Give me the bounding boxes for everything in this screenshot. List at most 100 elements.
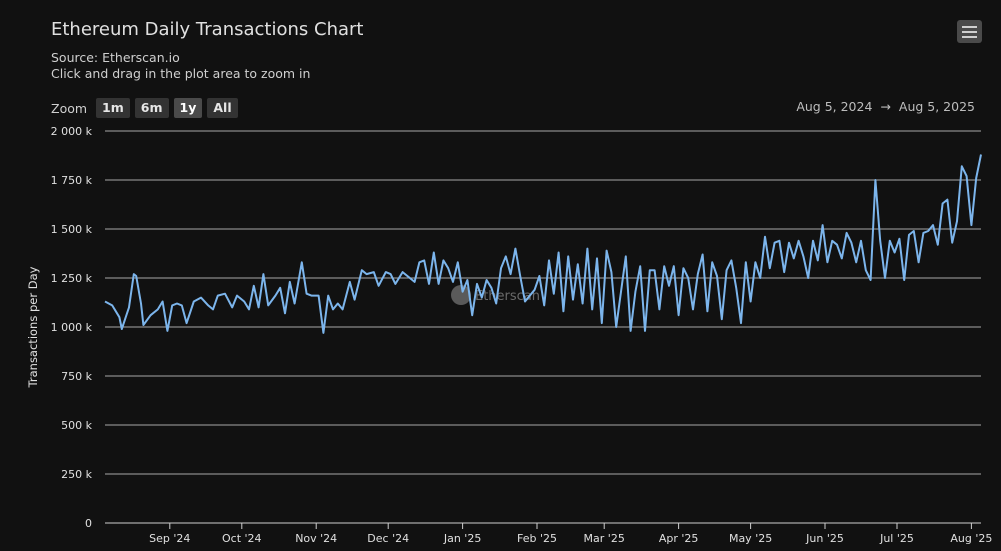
- x-tick-label: Feb '25: [517, 532, 557, 545]
- data-point: [711, 261, 713, 263]
- data-point: [879, 240, 881, 242]
- data-point: [697, 273, 699, 275]
- x-tick-label: Mar '25: [584, 532, 625, 545]
- data-point: [327, 295, 329, 297]
- data-point: [596, 257, 598, 259]
- data-point: [118, 316, 120, 318]
- data-point: [354, 299, 356, 301]
- y-tick-label: 1 250 k: [51, 272, 93, 285]
- data-point: [373, 271, 375, 273]
- data-point: [966, 175, 968, 177]
- data-point: [577, 263, 579, 265]
- data-point: [567, 255, 569, 257]
- data-point: [812, 240, 814, 242]
- x-tick-label: Jan '25: [443, 532, 481, 545]
- data-point: [807, 277, 809, 279]
- hamburger-menu-icon[interactable]: [957, 20, 982, 43]
- menu-bar: [962, 36, 977, 38]
- data-point: [529, 295, 531, 297]
- data-point: [318, 295, 320, 297]
- range-to[interactable]: Aug 5, 2025: [898, 99, 975, 114]
- data-point: [798, 240, 800, 242]
- transactions-series-line[interactable]: [104, 154, 982, 334]
- data-point: [764, 236, 766, 238]
- data-point: [908, 234, 910, 236]
- data-point: [142, 324, 144, 326]
- zoom-6m-button[interactable]: 6m: [134, 98, 169, 118]
- range-from[interactable]: Aug 5, 2024: [796, 99, 873, 114]
- data-point: [951, 242, 953, 244]
- data-point: [668, 285, 670, 287]
- data-point: [894, 252, 896, 254]
- data-point: [716, 275, 718, 277]
- data-point: [519, 275, 521, 277]
- data-point: [678, 314, 680, 316]
- data-point: [111, 304, 113, 306]
- data-point: [865, 269, 867, 271]
- data-point: [406, 275, 408, 277]
- data-point: [946, 199, 948, 201]
- y-tick-label: 0: [85, 517, 92, 530]
- data-point: [224, 293, 226, 295]
- data-point: [514, 248, 516, 250]
- data-point: [586, 248, 588, 250]
- data-point: [802, 255, 804, 257]
- y-axis-label: Transactions per Day: [26, 266, 40, 388]
- data-point: [956, 220, 958, 222]
- data-point: [884, 277, 886, 279]
- data-point: [289, 281, 291, 283]
- data-point: [500, 267, 502, 269]
- data-point: [248, 308, 250, 310]
- data-point: [200, 297, 202, 299]
- chart-title: Ethereum Daily Transactions Chart: [51, 19, 364, 40]
- data-point: [538, 275, 540, 277]
- data-point: [745, 261, 747, 263]
- x-tick-label: Dec '24: [367, 532, 409, 545]
- data-point: [543, 304, 545, 306]
- data-point: [181, 304, 183, 306]
- data-point: [394, 283, 396, 285]
- data-point: [663, 265, 665, 267]
- data-point: [337, 302, 339, 304]
- zoom-1m-button[interactable]: 1m: [96, 98, 130, 118]
- data-point: [788, 242, 790, 244]
- zoom-all-button[interactable]: All: [207, 98, 238, 118]
- data-point: [212, 308, 214, 310]
- data-point: [654, 269, 656, 271]
- data-point: [150, 314, 152, 316]
- data-point: [140, 302, 142, 304]
- data-point: [253, 285, 255, 287]
- data-point: [927, 230, 929, 232]
- y-axis-tick-labels: 0 250 k 500 k 750 k 1 000 k 1 250 k 1 500 k 1 7…: [51, 125, 93, 530]
- data-point: [874, 179, 876, 181]
- y-tick-label: 1 500 k: [51, 223, 93, 236]
- data-point: [726, 269, 728, 271]
- data-point: [692, 308, 694, 310]
- data-point: [342, 308, 344, 310]
- data-point: [322, 332, 324, 334]
- y-tick-label: 750 k: [61, 370, 92, 383]
- y-tick-label: 250 k: [61, 468, 92, 481]
- data-point: [630, 330, 632, 332]
- data-point: [918, 261, 920, 263]
- data-point: [495, 302, 497, 304]
- data-point: [855, 261, 857, 263]
- data-point: [937, 244, 939, 246]
- data-point: [822, 224, 824, 226]
- data-point: [548, 259, 550, 261]
- zoom-1y-button[interactable]: 1y: [173, 98, 203, 118]
- data-point: [452, 281, 454, 283]
- data-point: [104, 301, 106, 303]
- data-point: [133, 273, 135, 275]
- data-point: [836, 244, 838, 246]
- data-point: [423, 259, 425, 261]
- data-point: [510, 273, 512, 275]
- data-point: [438, 283, 440, 285]
- data-point: [649, 269, 651, 271]
- data-point: [294, 302, 296, 304]
- data-point: [157, 308, 159, 310]
- data-point: [310, 295, 312, 297]
- data-point: [841, 257, 843, 259]
- zoom-controls: Zoom 1m 6m 1y All: [51, 97, 238, 119]
